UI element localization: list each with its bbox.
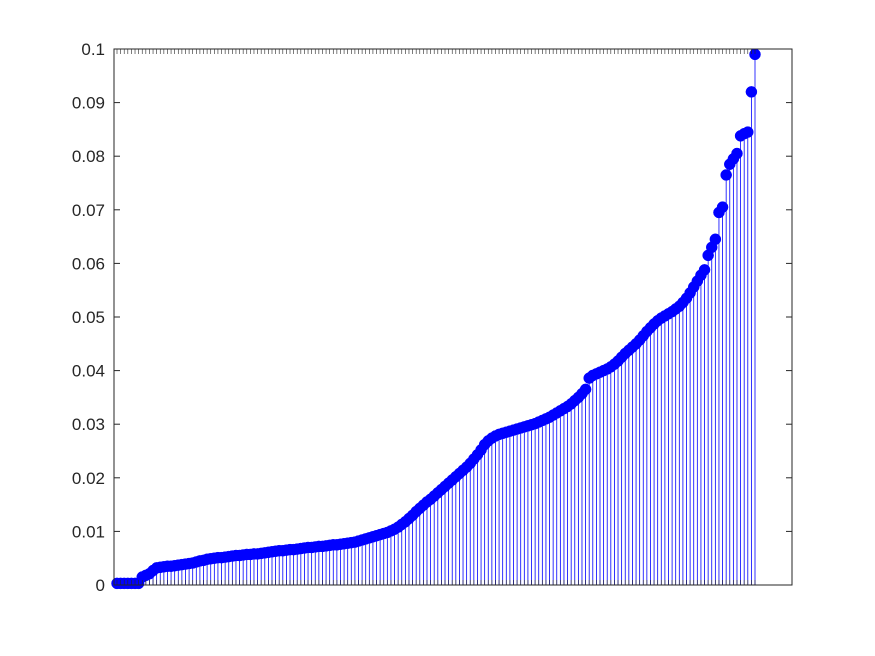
stem-marker bbox=[579, 383, 592, 396]
stem-lines bbox=[116, 54, 756, 585]
stem-marker bbox=[709, 233, 722, 246]
y-tick-label: 0.02 bbox=[72, 469, 105, 488]
stem-marker bbox=[716, 201, 729, 213]
y-tick-label: 0.05 bbox=[72, 308, 105, 327]
y-tick-label: 0.1 bbox=[81, 40, 105, 59]
stem-marker bbox=[731, 147, 743, 160]
y-tick-label: 0 bbox=[96, 576, 105, 595]
y-tick-label: 0.03 bbox=[72, 415, 105, 434]
y-tick-label: 0.07 bbox=[72, 201, 105, 220]
x-axis bbox=[116, 49, 756, 585]
y-tick-label: 0.09 bbox=[72, 94, 105, 113]
y-axis: 0 0.01 0.02 0.03 0.04 0.05 0.06 0.07 0.08 0.09 0.1 bbox=[72, 40, 792, 595]
stem-markers bbox=[111, 48, 761, 590]
stem-marker bbox=[720, 169, 732, 181]
stem-marker bbox=[745, 86, 758, 98]
y-tick-label: 0.06 bbox=[72, 254, 105, 273]
stem-marker bbox=[698, 264, 711, 276]
y-tick-label: 0.08 bbox=[72, 147, 105, 166]
stem-marker bbox=[742, 126, 754, 138]
y-tick-label: 0.01 bbox=[72, 522, 105, 541]
y-tick-label: 0.04 bbox=[72, 362, 105, 381]
